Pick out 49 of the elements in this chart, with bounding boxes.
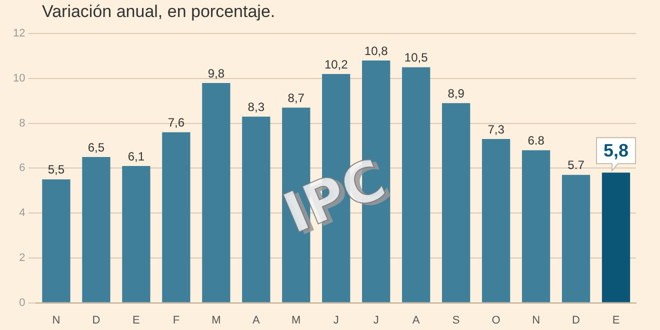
data-label: 6,5 <box>88 140 105 154</box>
data-label: 5.7 <box>568 158 585 172</box>
x-tick-label: D <box>572 314 580 326</box>
x-tick-label: J <box>333 314 339 326</box>
data-label: 6,1 <box>128 149 145 164</box>
y-tick-label: 10 <box>12 72 26 84</box>
x-tick-label: E <box>612 314 620 326</box>
y-tick-label: 4 <box>19 207 26 220</box>
data-label: 8,7 <box>288 90 305 105</box>
y-tick-label: 6 <box>19 162 26 174</box>
bar <box>202 82 230 302</box>
bar <box>82 156 110 302</box>
x-tick-label: O <box>492 314 501 326</box>
data-label: 8,3 <box>248 100 265 114</box>
y-tick-label: 2 <box>19 252 26 264</box>
data-label: 10,8 <box>364 44 388 58</box>
bar <box>162 132 190 302</box>
bar <box>562 174 590 302</box>
bar <box>522 150 550 302</box>
data-label: 9,8 <box>208 66 225 80</box>
bar <box>482 139 510 302</box>
y-tick-label: 8 <box>19 117 26 130</box>
bar <box>402 67 430 302</box>
x-tick-label: D <box>92 314 100 326</box>
data-label: 6.8 <box>528 134 545 148</box>
data-label: 5,5 <box>48 162 65 177</box>
x-tick-label: F <box>172 314 180 326</box>
data-label: 7,6 <box>168 116 185 130</box>
x-tick-label: N <box>532 314 540 326</box>
x-tick-label: J <box>373 314 379 326</box>
data-label: 8,9 <box>448 86 465 100</box>
x-tick-label: E <box>132 314 140 326</box>
data-label: 10,5 <box>404 50 428 65</box>
data-label: 7,3 <box>488 122 505 136</box>
x-tick-label: A <box>412 314 420 326</box>
bar <box>442 103 470 302</box>
x-tick-label: A <box>252 314 260 326</box>
bar <box>42 179 70 302</box>
x-tick-label: S <box>452 314 460 326</box>
y-tick-label: 0 <box>19 296 26 309</box>
x-tick-label: M <box>212 314 221 326</box>
bar <box>242 116 270 302</box>
chart-title: Variación anual, en porcentaje. <box>42 2 276 22</box>
data-label: 10,2 <box>324 57 348 72</box>
data-label: 5,8 <box>603 140 629 161</box>
x-tick-label: N <box>52 314 60 326</box>
x-tick-label: M <box>292 314 301 326</box>
bar <box>122 166 150 302</box>
y-tick-label: 12 <box>12 28 26 40</box>
